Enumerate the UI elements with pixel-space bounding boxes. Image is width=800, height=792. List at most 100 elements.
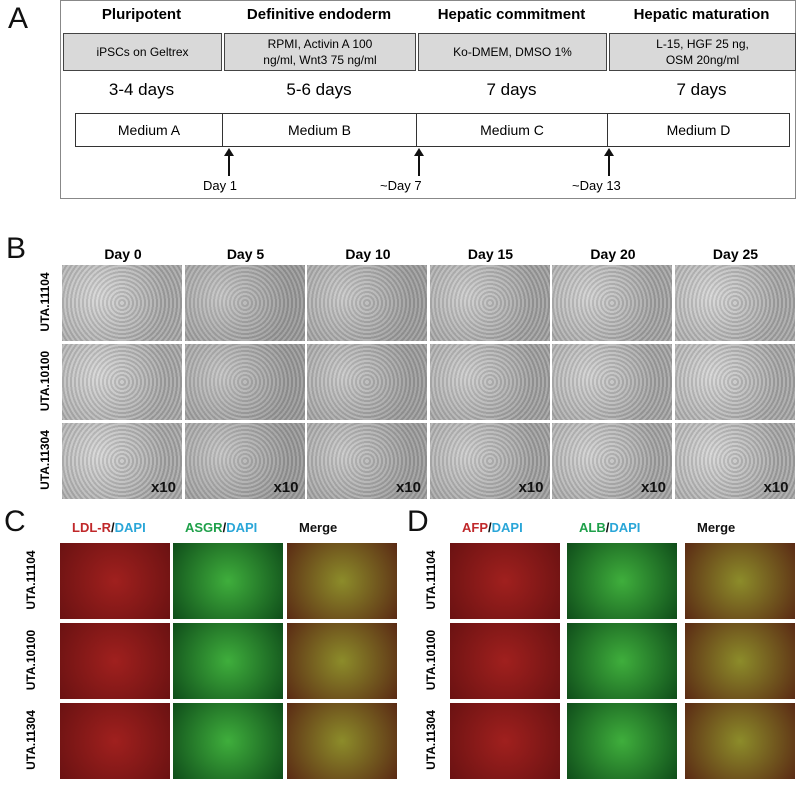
timepoint-label: Day 1 <box>203 178 237 193</box>
phase-contrast-image <box>307 344 427 420</box>
phase-contrast-image: x10 <box>552 423 672 499</box>
arrow-icon <box>604 148 614 176</box>
marker-name: LDL-R <box>72 520 111 535</box>
medium-box: Medium A <box>75 113 223 147</box>
merge-image <box>685 623 795 699</box>
magnification-label: x10 <box>518 479 544 496</box>
red-fluorescence-image <box>60 703 170 779</box>
duration-label: 5-6 days <box>286 80 352 99</box>
row-label: UTA.11104 <box>24 550 38 610</box>
day-header: Day 15 <box>467 246 514 262</box>
panel-b-label: B <box>6 232 27 265</box>
condition-line: RPMI, Activin A 100 <box>267 37 373 51</box>
phase-contrast-image: x10 <box>307 423 427 499</box>
phase-contrast-image: x10 <box>62 423 182 499</box>
magnification-label: x10 <box>273 479 299 496</box>
separator: / <box>111 520 115 535</box>
marker-name: Merge <box>697 520 736 535</box>
row-label: UTA.10100 <box>38 350 52 412</box>
stain-name: DAPI <box>491 520 523 535</box>
condition-box: RPMI, Activin A 100 ng/ml, Wnt3 75 ng/ml <box>224 33 416 71</box>
day-header: Day 20 <box>590 246 636 262</box>
row-label: UTA.10100 <box>24 629 38 691</box>
panel-c-label: C <box>4 505 26 538</box>
condition-line: Ko-DMEM, DMSO 1% <box>453 45 572 59</box>
panel-d-label: D <box>407 505 429 538</box>
row-label: UTA.11304 <box>38 430 52 490</box>
phase-contrast-image: x10 <box>674 423 795 499</box>
row-label: UTA.11104 <box>424 550 438 610</box>
day-header: Day 5 <box>226 246 265 262</box>
condition-text: L-15, HGF 25 ng, OSM 20ng/ml <box>656 36 749 68</box>
phase-contrast-image: x10 <box>184 423 305 499</box>
merge-image <box>685 703 795 779</box>
panel-a-label: A <box>8 2 29 35</box>
condition-line: OSM 20ng/ml <box>665 53 740 67</box>
magnification-label: x10 <box>763 479 789 496</box>
duration-label: 3-4 days <box>108 80 175 99</box>
stain-name: DAPI <box>114 520 146 535</box>
day-header: Day 10 <box>345 246 391 262</box>
green-fluorescence-image <box>173 623 283 699</box>
stage-title: Hepatic commitment <box>437 6 586 23</box>
marker-name: ALB <box>579 520 606 535</box>
magnification-label: x10 <box>150 479 176 496</box>
phase-contrast-image <box>674 265 795 341</box>
column-header: AFP/DAPI <box>462 520 523 535</box>
merge-image <box>685 543 795 619</box>
red-fluorescence-image <box>60 623 170 699</box>
separator: / <box>488 520 492 535</box>
phase-contrast-image <box>552 265 672 341</box>
red-fluorescence-image <box>450 623 560 699</box>
marker-name: ASGR <box>185 520 223 535</box>
timepoint-label: ~Day 13 <box>572 178 621 193</box>
medium-box: Medium C <box>416 113 608 147</box>
phase-contrast-image <box>184 265 305 341</box>
row-label: UTA.11304 <box>424 710 438 770</box>
arrow-icon <box>224 148 234 176</box>
phase-contrast-image <box>62 344 182 420</box>
stage-title: Definitive endoderm <box>246 6 392 23</box>
green-fluorescence-image <box>567 543 677 619</box>
condition-line: L-15, HGF 25 ng, <box>656 37 749 51</box>
phase-contrast-image <box>307 265 427 341</box>
column-header: Merge <box>697 520 735 535</box>
marker-name: Merge <box>299 520 338 535</box>
column-header: LDL-R/DAPI <box>72 520 146 535</box>
green-fluorescence-image <box>173 703 283 779</box>
green-fluorescence-image <box>567 623 677 699</box>
separator: / <box>222 520 227 535</box>
column-header: ALB/DAPI <box>579 520 640 535</box>
stage-title: Hepatic maturation <box>633 6 770 23</box>
condition-box: iPSCs on Geltrex <box>63 33 222 71</box>
duration-label: 7 days <box>676 80 727 99</box>
green-fluorescence-image <box>173 543 283 619</box>
phase-contrast-image <box>184 344 305 420</box>
stage-title: Pluripotent <box>101 6 182 23</box>
phase-contrast-image <box>429 344 550 420</box>
separator: / <box>605 520 610 535</box>
column-header: ASGR/DAPI <box>185 520 257 535</box>
marker-name: AFP <box>462 520 488 535</box>
duration-label: 7 days <box>486 80 537 99</box>
condition-line: iPSCs on Geltrex <box>96 45 189 59</box>
protocol-diagram <box>60 0 796 199</box>
phase-contrast-image: x10 <box>429 423 550 499</box>
green-fluorescence-image <box>567 703 677 779</box>
condition-line: ng/ml, Wnt3 75 ng/ml <box>263 53 377 67</box>
merge-image <box>287 703 397 779</box>
timepoint-label: ~Day 7 <box>380 178 422 193</box>
row-label: UTA.10100 <box>424 629 438 691</box>
red-fluorescence-image <box>60 543 170 619</box>
day-header: Day 25 <box>712 246 759 262</box>
condition-text: RPMI, Activin A 100 ng/ml, Wnt3 75 ng/ml <box>263 36 376 68</box>
condition-box: L-15, HGF 25 ng, OSM 20ng/ml <box>609 33 796 71</box>
phase-contrast-image <box>429 265 550 341</box>
row-label: UTA.11104 <box>38 272 52 332</box>
merge-image <box>287 623 397 699</box>
phase-contrast-image <box>62 265 182 341</box>
stain-name: DAPI <box>609 520 641 535</box>
condition-box: Ko-DMEM, DMSO 1% <box>418 33 607 71</box>
arrow-icon <box>414 148 424 176</box>
column-header: Merge <box>299 520 337 535</box>
